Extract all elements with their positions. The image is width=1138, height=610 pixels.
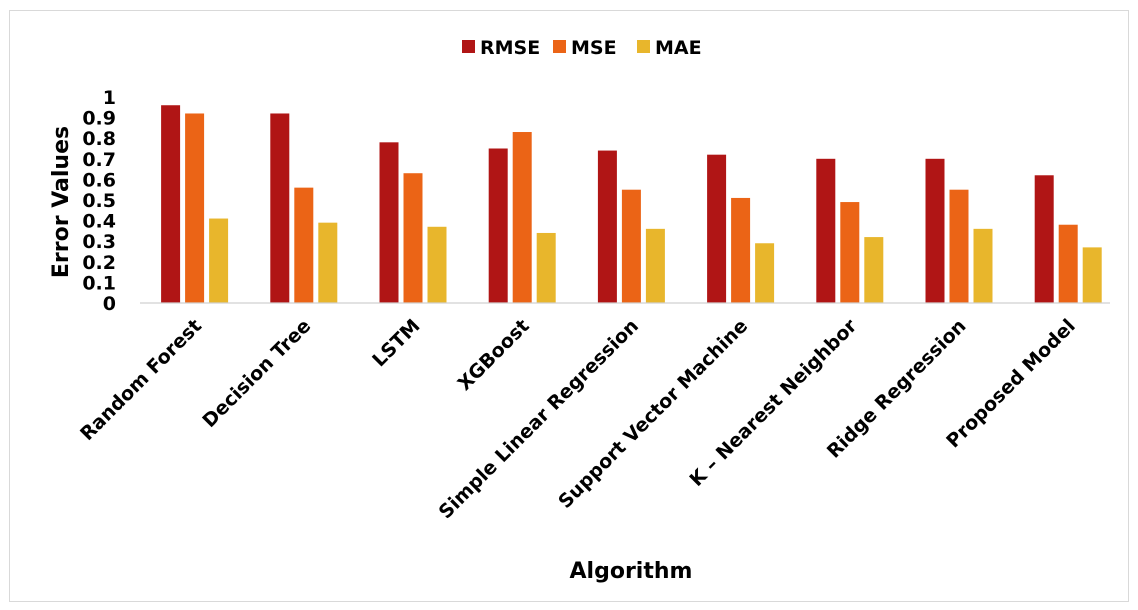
legend: RMSE MSE MAE bbox=[462, 37, 702, 59]
bar-rmse-5 bbox=[597, 150, 617, 303]
category-label: Support Vector Machine bbox=[554, 315, 752, 513]
bar-mae-8 bbox=[973, 228, 993, 303]
bar-mae-7 bbox=[864, 237, 884, 303]
category-label: Decision Tree bbox=[198, 315, 315, 432]
bar-rmse-9 bbox=[1034, 175, 1054, 303]
bar-mae-2 bbox=[318, 222, 338, 303]
y-axis: 00.10.20.30.40.50.60.70.80.91 bbox=[82, 87, 116, 315]
bar-rmse-6 bbox=[707, 154, 727, 303]
chart-frame bbox=[9, 10, 1129, 602]
legend-swatch-mae bbox=[637, 40, 650, 53]
x-axis-title: Algorithm bbox=[570, 559, 693, 584]
y-tick-label: 1 bbox=[103, 87, 116, 109]
category-label: LSTM bbox=[368, 315, 424, 371]
legend-label-mse: MSE bbox=[571, 37, 617, 59]
bar-mae-3 bbox=[427, 226, 447, 303]
bar-mse-5 bbox=[621, 189, 641, 303]
category-label: Simple Linear Regression bbox=[435, 315, 643, 523]
bar-mae-5 bbox=[645, 228, 665, 303]
bars bbox=[161, 105, 1102, 304]
bar-mae-1 bbox=[209, 218, 229, 303]
bar-mse-7 bbox=[840, 202, 860, 303]
y-tick-label: 0.7 bbox=[82, 149, 116, 171]
y-tick-label: 0.2 bbox=[82, 252, 116, 274]
legend-label-rmse: RMSE bbox=[480, 37, 540, 59]
y-tick-label: 0.9 bbox=[82, 108, 116, 130]
bar-mse-3 bbox=[403, 173, 423, 303]
category-label: XGBoost bbox=[454, 315, 534, 395]
legend-swatch-rmse bbox=[462, 40, 475, 53]
legend-swatch-mse bbox=[553, 40, 566, 53]
y-tick-label: 0.5 bbox=[82, 190, 116, 212]
bar-mse-6 bbox=[731, 197, 751, 303]
bar-mse-1 bbox=[185, 113, 205, 303]
bar-rmse-7 bbox=[816, 158, 836, 303]
bar-rmse-1 bbox=[161, 105, 181, 304]
y-tick-label: 0.4 bbox=[82, 211, 116, 233]
bar-mae-4 bbox=[536, 232, 556, 303]
bar-rmse-4 bbox=[488, 148, 508, 303]
y-tick-label: 0.3 bbox=[82, 231, 116, 253]
y-tick-label: 0.6 bbox=[82, 169, 116, 191]
bar-mae-6 bbox=[755, 243, 775, 303]
bar-mse-8 bbox=[949, 189, 969, 303]
bar-rmse-3 bbox=[379, 142, 399, 303]
bar-rmse-8 bbox=[925, 158, 945, 303]
bar-mse-4 bbox=[512, 132, 532, 303]
legend-label-mae: MAE bbox=[655, 37, 702, 59]
bar-rmse-2 bbox=[270, 113, 290, 303]
bar-mse-9 bbox=[1058, 224, 1078, 303]
y-axis-title: Error Values bbox=[49, 126, 74, 278]
y-tick-label: 0.1 bbox=[82, 272, 116, 294]
bar-mse-2 bbox=[294, 187, 314, 303]
y-tick-label: 0 bbox=[103, 293, 116, 315]
category-label: Random Forest bbox=[76, 315, 206, 445]
bar-mae-9 bbox=[1082, 247, 1102, 303]
y-tick-label: 0.8 bbox=[82, 128, 116, 150]
